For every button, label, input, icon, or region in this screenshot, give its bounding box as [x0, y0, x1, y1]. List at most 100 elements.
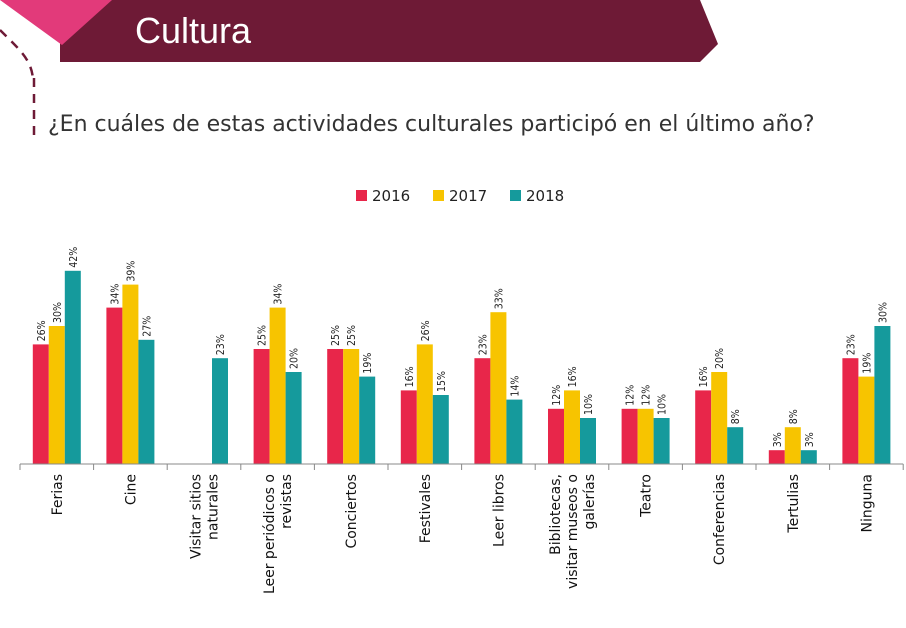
- value-label-2016: 16%: [404, 366, 416, 387]
- value-label-2018: 19%: [362, 353, 374, 374]
- category-label: naturales: [206, 474, 222, 540]
- value-label-2017: 33%: [493, 288, 505, 309]
- category-label: Bibliotecas,: [548, 474, 564, 555]
- value-label-2018: 27%: [141, 316, 153, 337]
- bar-2017: [564, 390, 580, 464]
- bar-2018: [285, 372, 302, 464]
- bar-2016: [548, 408, 564, 464]
- value-label-2018: 8%: [730, 409, 742, 424]
- category-labels-group: Ferias Cine Visitar sitios naturales Leer pe…: [50, 474, 876, 594]
- value-label-2016: 3%: [772, 432, 784, 447]
- bar-2017: [343, 349, 360, 464]
- value-label-2017: 12%: [641, 385, 653, 406]
- bar-2016: [768, 450, 785, 464]
- banner-accent: [0, 0, 112, 45]
- bar-2018: [506, 399, 523, 464]
- bar-2018: [580, 418, 596, 464]
- value-label-2016: 25%: [330, 325, 342, 346]
- bar-2017: [784, 427, 801, 464]
- bar-2017: [122, 284, 139, 464]
- bar-2016: [327, 349, 344, 464]
- category-label: Teatro: [639, 474, 655, 518]
- value-label-2017: 19%: [861, 353, 873, 374]
- category-label: Ninguna: [859, 474, 875, 532]
- category-label: Tertulias: [786, 474, 802, 534]
- category-label: Cine: [123, 474, 139, 505]
- bar-2017: [711, 372, 728, 464]
- bar-2018: [800, 450, 817, 464]
- bar-2016: [106, 307, 123, 464]
- bar-2017: [637, 408, 654, 464]
- category-label: revistas: [279, 474, 295, 529]
- value-label-2016: 12%: [551, 385, 563, 406]
- value-label-2018: 42%: [68, 247, 80, 268]
- value-label-2016: 25%: [257, 325, 269, 346]
- category-label: visitar museos o: [565, 474, 581, 589]
- bar-2016: [32, 344, 49, 464]
- bars-group: [32, 270, 891, 464]
- bar-2018: [64, 270, 81, 464]
- value-label-2016: 16%: [698, 366, 710, 387]
- value-label-2016: 26%: [36, 320, 48, 341]
- value-label-2018: 3%: [804, 432, 816, 447]
- value-label-2017: 16%: [567, 366, 579, 387]
- category-label: Conciertos: [344, 474, 360, 549]
- value-label-2016: 23%: [477, 334, 489, 355]
- bar-2016: [621, 408, 638, 464]
- bar-2018: [432, 395, 449, 464]
- bar-2016: [842, 358, 859, 464]
- bar-2018: [212, 358, 228, 464]
- value-label-2017: 39%: [125, 261, 137, 282]
- category-label: Conferencias: [712, 474, 728, 565]
- value-label-2017: 30%: [52, 302, 64, 323]
- category-label: Festivales: [418, 474, 434, 543]
- category-label: galerías: [582, 474, 598, 530]
- value-label-2018: 30%: [877, 302, 889, 323]
- banner-background: [60, 0, 718, 62]
- page-title: Cultura: [135, 10, 252, 51]
- value-labels-group: 26% 30% 42% 34% 39% 27% 23% 25% 34% 20% 25% 25% 19% 1…: [36, 247, 890, 447]
- x-axis-ticks: [19, 464, 904, 470]
- value-label-2018: 23%: [215, 334, 227, 355]
- value-label-2017: 26%: [420, 320, 432, 341]
- bar-2017: [490, 312, 507, 464]
- value-label-2017: 20%: [714, 348, 726, 369]
- bar-2018: [727, 427, 744, 464]
- bar-2016: [474, 358, 491, 464]
- bar-2017: [416, 344, 433, 464]
- bar-2016: [253, 349, 270, 464]
- bar-2018: [359, 376, 376, 464]
- legend-label-2017: 2017: [449, 187, 487, 205]
- value-label-2018: 10%: [657, 394, 669, 415]
- bar-2018: [653, 418, 670, 464]
- value-label-2017: 34%: [273, 284, 285, 305]
- header-banner: [0, 0, 718, 80]
- bar-2018: [874, 326, 891, 464]
- value-label-2016: 12%: [625, 385, 637, 406]
- category-label: Leer libros: [491, 474, 507, 547]
- legend-swatch-2017: [433, 190, 444, 201]
- value-label-2017: 25%: [346, 325, 358, 346]
- bar-chart: 2016 2017 2018 26% 30% 42% 34% 39% 27% 23% 25% 34%…: [19, 187, 904, 594]
- bar-2018: [138, 339, 155, 464]
- value-label-2018: 10%: [583, 394, 595, 415]
- category-label: Leer periódicos o: [262, 474, 278, 594]
- legend-swatch-2018: [510, 190, 521, 201]
- bar-2016: [400, 390, 417, 464]
- bar-2017: [858, 376, 875, 464]
- value-label-2018: 14%: [509, 376, 521, 397]
- legend-label-2018: 2018: [526, 187, 564, 205]
- bar-2017: [269, 307, 286, 464]
- category-label: Ferias: [50, 474, 66, 515]
- survey-question: ¿En cuáles de estas actividades cultural…: [48, 112, 815, 137]
- value-label-2018: 20%: [289, 348, 301, 369]
- dashed-curve-decoration: [0, 29, 35, 80]
- legend-swatch-2016: [356, 190, 367, 201]
- value-label-2018: 15%: [436, 371, 448, 392]
- value-label-2017: 8%: [788, 409, 800, 424]
- category-label: Visitar sitios: [189, 474, 205, 559]
- chart-legend: 2016 2017 2018: [356, 187, 564, 205]
- bar-2016: [695, 390, 712, 464]
- bar-2017: [48, 326, 65, 464]
- dashed-line-decoration: [32, 78, 36, 140]
